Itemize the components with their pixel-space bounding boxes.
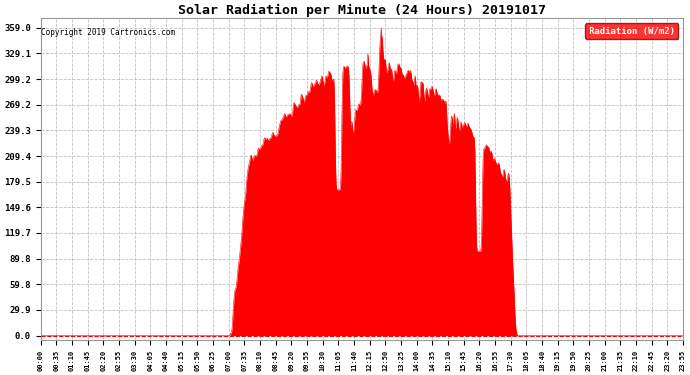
Title: Solar Radiation per Minute (24 Hours) 20191017: Solar Radiation per Minute (24 Hours) 20… [178,4,546,17]
Legend: Radiation (W/m2): Radiation (W/m2) [585,23,678,39]
Text: Copyright 2019 Cartronics.com: Copyright 2019 Cartronics.com [41,28,175,37]
